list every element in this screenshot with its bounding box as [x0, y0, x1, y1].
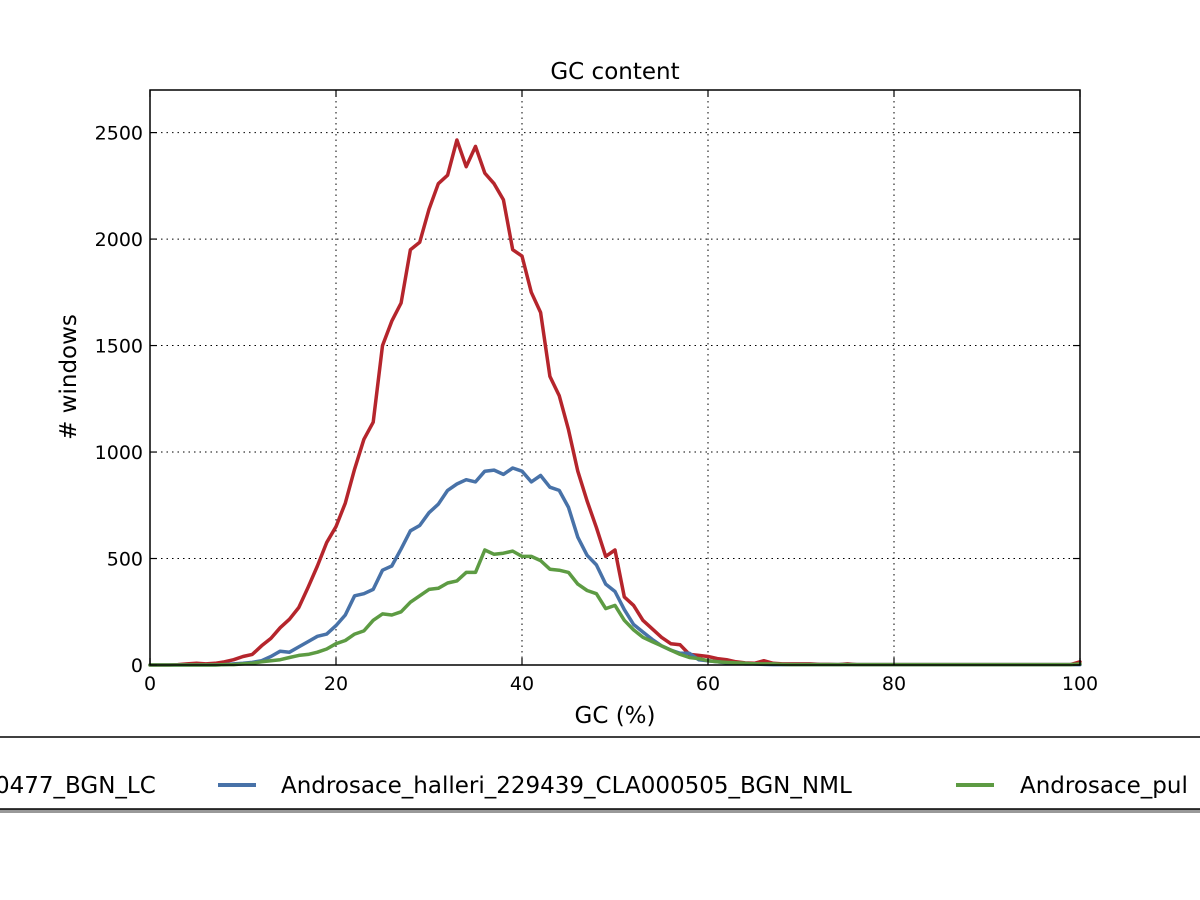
legend: 0477_BGN_LC Androsace_halleri_229439_CLA…	[0, 736, 1200, 813]
y-tick-label: 500	[107, 549, 143, 571]
chart-title: GC content	[550, 59, 679, 85]
x-tick-label: 40	[510, 673, 534, 695]
x-axis-label: GC (%)	[575, 703, 656, 729]
legend-label-0: 0477_BGN_LC	[0, 773, 156, 799]
plot-frame	[149, 89, 1081, 666]
y-tick-label: 2000	[95, 229, 143, 251]
y-tick-label: 1000	[95, 442, 143, 464]
y-tick-label: 2500	[95, 123, 143, 145]
legend-label-1: Androsace_halleri_229439_CLA000505_BGN_N…	[281, 773, 852, 799]
grid-lines	[150, 90, 1080, 665]
legend-box	[0, 736, 1200, 810]
legend-label-2: Androsace_pul	[1020, 773, 1188, 799]
y-axis-label: # windows	[56, 314, 82, 440]
x-tick-label: 100	[1062, 673, 1098, 695]
x-tick-label: 20	[324, 673, 348, 695]
x-tick-label: 60	[696, 673, 720, 695]
y-tick-label: 1500	[95, 336, 143, 358]
x-tick-label: 80	[882, 673, 906, 695]
x-tick-label: 0	[144, 673, 156, 695]
y-tick-label: 0	[131, 655, 143, 677]
